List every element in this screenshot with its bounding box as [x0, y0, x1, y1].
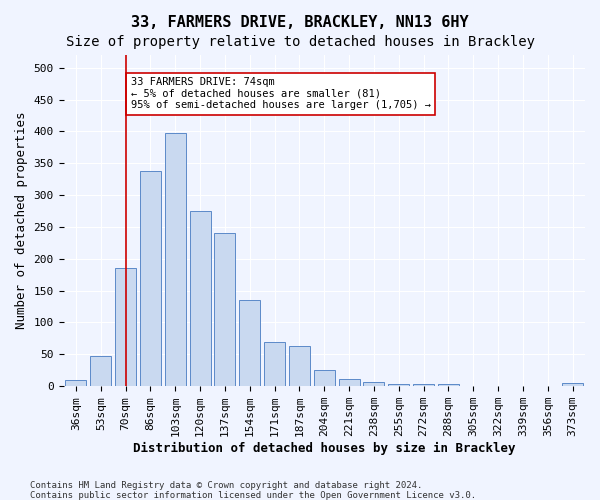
Bar [562, 383, 583, 386]
Bar [289, 346, 310, 386]
Text: Size of property relative to detached houses in Brackley: Size of property relative to detached ho… [65, 35, 535, 49]
Bar [190, 211, 211, 386]
Y-axis label: Number of detached properties: Number of detached properties [15, 112, 28, 330]
Bar [388, 384, 409, 386]
Bar [264, 342, 285, 386]
Text: 33 FARMERS DRIVE: 74sqm
← 5% of detached houses are smaller (81)
95% of semi-det: 33 FARMERS DRIVE: 74sqm ← 5% of detached… [131, 78, 431, 110]
Bar [413, 384, 434, 386]
Bar [314, 370, 335, 386]
Bar [239, 300, 260, 386]
Bar [140, 171, 161, 386]
Bar [115, 268, 136, 386]
Bar [338, 378, 359, 386]
Bar [90, 356, 112, 386]
Bar [214, 234, 235, 386]
Bar [364, 382, 385, 386]
Bar [65, 380, 86, 386]
Bar [165, 134, 186, 386]
X-axis label: Distribution of detached houses by size in Brackley: Distribution of detached houses by size … [133, 442, 515, 455]
Text: Contains HM Land Registry data © Crown copyright and database right 2024.: Contains HM Land Registry data © Crown c… [30, 481, 422, 490]
Text: 33, FARMERS DRIVE, BRACKLEY, NN13 6HY: 33, FARMERS DRIVE, BRACKLEY, NN13 6HY [131, 15, 469, 30]
Text: Contains public sector information licensed under the Open Government Licence v3: Contains public sector information licen… [30, 491, 476, 500]
Bar [438, 384, 459, 386]
